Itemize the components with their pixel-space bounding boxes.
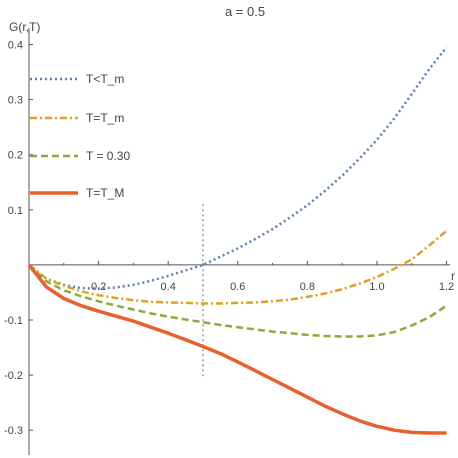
x-axis-ticks: 0.2 0.4 0.6 0.8 1.0 1.2 [63, 260, 454, 293]
x-tick-label: 0.8 [300, 281, 315, 293]
y-tick-label: 0.2 [8, 150, 23, 162]
legend: T<T_m T=T_m T = 0.30 T=T_M [30, 72, 130, 200]
y-tick-label: -0.1 [4, 315, 23, 327]
series-layer [27, 46, 448, 435]
series-line-1 [28, 46, 448, 290]
y-tick-label: -0.2 [4, 370, 23, 382]
legend-label: T=T_m [86, 111, 124, 125]
y-tick-label: 0.4 [8, 40, 23, 52]
x-tick-label: 0.4 [161, 281, 176, 293]
x-tick-label: 1.2 [439, 281, 454, 293]
x-tick-label: 0.6 [230, 281, 245, 293]
legend-label: T = 0.30 [86, 149, 130, 163]
y-tick-label: -0.3 [4, 425, 23, 437]
series-line-3 [28, 263, 448, 338]
x-tick-label: 0.2 [91, 281, 106, 293]
chart-title: a = 0.5 [225, 4, 265, 19]
series-line-4 [27, 263, 447, 435]
y-tick-label: 0.1 [8, 205, 23, 217]
axes [28, 28, 450, 455]
y-axis-ticks: -0.3 -0.2 -0.1 0.1 0.2 0.3 0.4 [4, 40, 33, 437]
legend-label: T<T_m [86, 72, 124, 86]
y-tick-label: 0.3 [8, 95, 23, 107]
series-line-2 [28, 229, 448, 305]
x-tick-label: 1.0 [369, 281, 384, 293]
y-axis-label: G(r,T) [9, 20, 40, 34]
x-axis-label: r [451, 269, 455, 283]
legend-label: T=T_M [86, 186, 124, 200]
